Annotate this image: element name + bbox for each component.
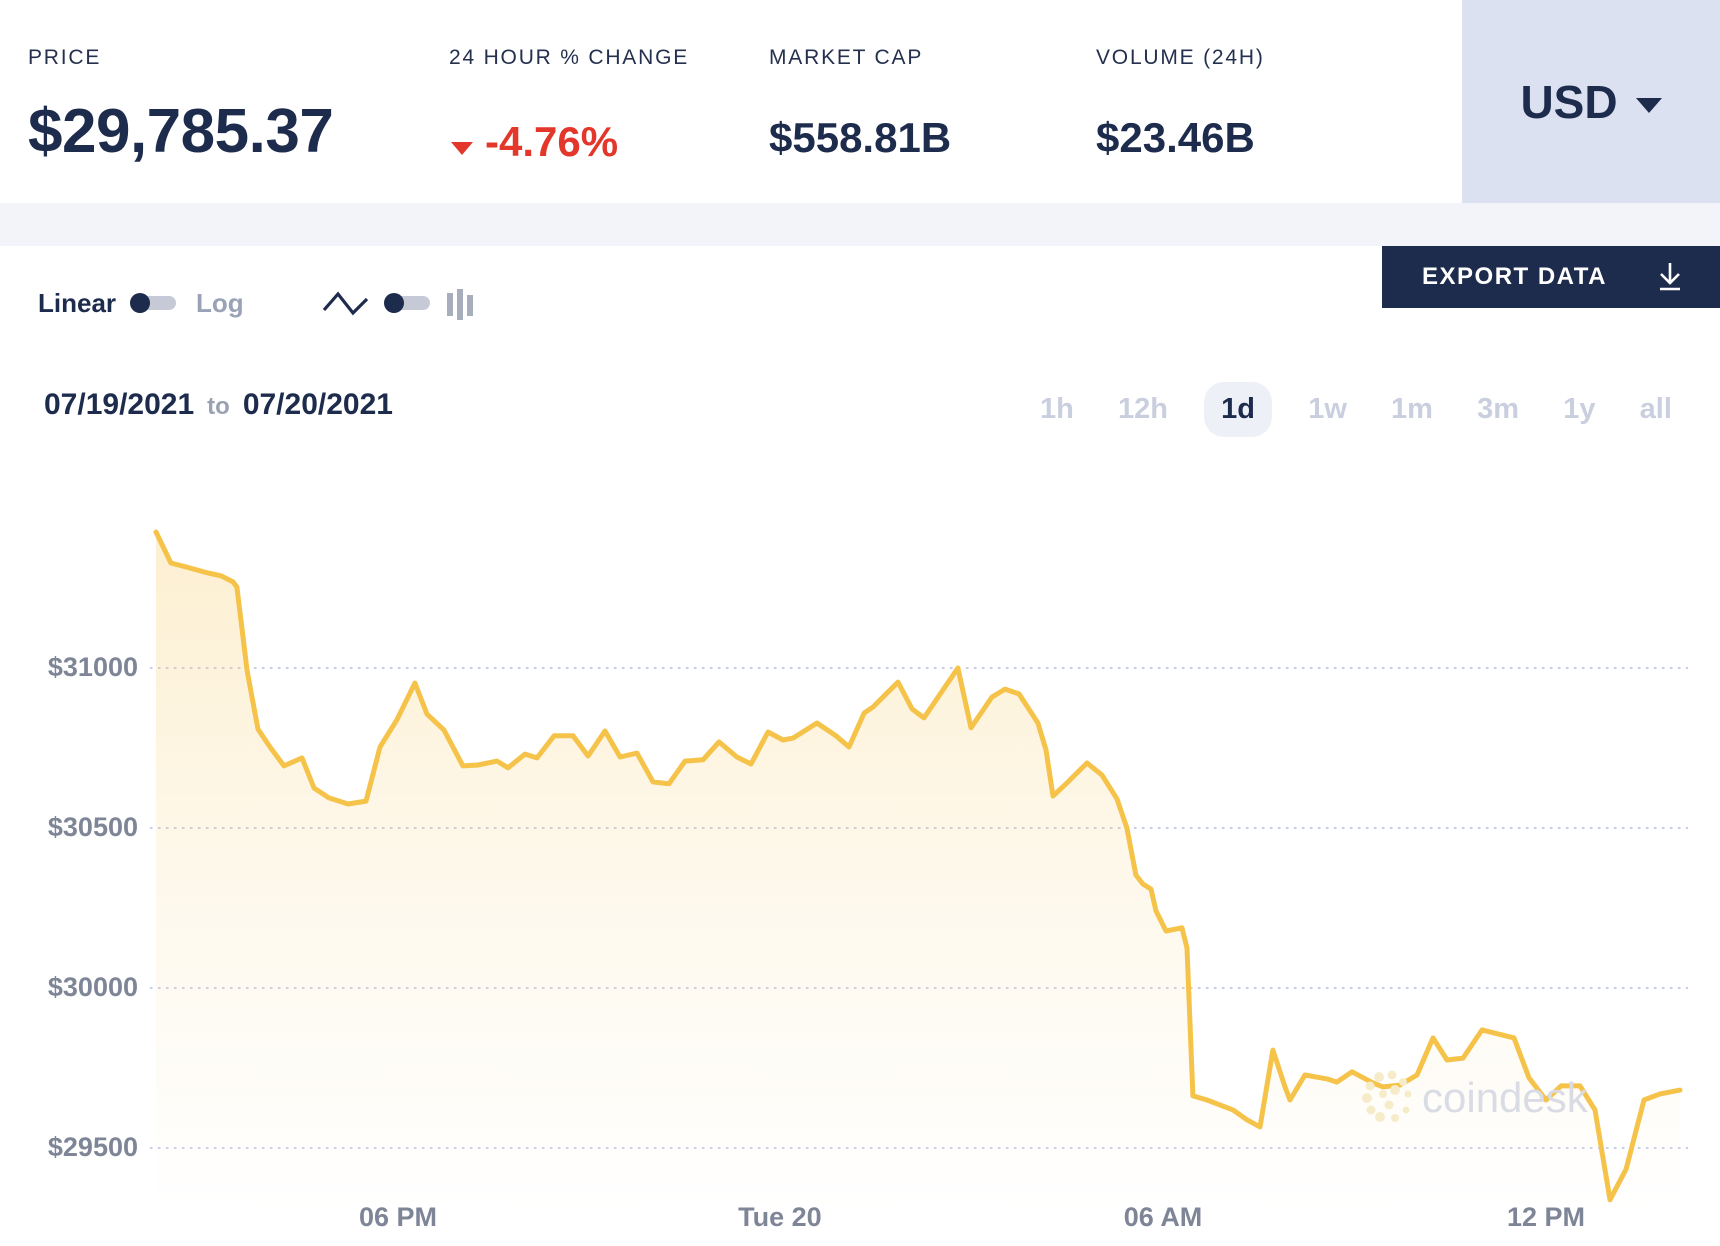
price-line <box>153 529 1683 1203</box>
price-chart-canvas[interactable] <box>0 420 1720 1246</box>
price-label: PRICE <box>28 46 102 69</box>
tab-1w[interactable]: 1w <box>1308 392 1347 425</box>
y-axis-label: $31000 <box>47 652 138 682</box>
price-area-fill <box>156 532 1680 1246</box>
coindesk-logo-icon <box>1362 1070 1412 1122</box>
coindesk-watermark: coindesk <box>1362 1070 1588 1126</box>
x-axis-label: Tue 20 <box>738 1202 822 1232</box>
x-axis-label: 06 AM <box>1123 1202 1203 1232</box>
coindesk-watermark-text: coindesk <box>1422 1074 1588 1121</box>
download-icon <box>1660 263 1680 291</box>
market-cap-value: $558.81B <box>769 114 952 161</box>
line-chart-icon <box>322 291 368 316</box>
tab-all[interactable]: all <box>1639 392 1672 425</box>
down-triangle-icon <box>451 141 473 155</box>
toggle-knob <box>383 293 404 313</box>
log-scale-label: Log <box>196 287 244 318</box>
price-value: $29,785.37 <box>28 97 334 166</box>
tab-1d[interactable]: 1d <box>1204 381 1273 437</box>
date-range-start: 07/19/2021 <box>44 388 195 421</box>
currency-dropdown[interactable]: USD <box>1462 0 1720 203</box>
date-range-picker[interactable]: 07/19/2021 to 07/20/2021 <box>44 388 393 422</box>
tab-3m[interactable]: 3m <box>1477 392 1520 425</box>
change-stat: 24 HOUR % CHANGE -4.76% <box>449 46 689 166</box>
market-cap-label: MARKET CAP <box>769 46 924 69</box>
export-data-button[interactable]: EXPORT DATA <box>1382 246 1720 308</box>
tab-1m[interactable]: 1m <box>1391 392 1433 425</box>
bar-chart-icon <box>446 289 473 320</box>
change-value-row: -4.76% <box>449 118 689 166</box>
chevron-down-icon <box>1635 98 1662 113</box>
tab-1h[interactable]: 1h <box>1040 392 1074 425</box>
header-divider-strip <box>0 203 1720 246</box>
price-stat: PRICE $29,785.37 <box>28 46 334 167</box>
date-range-separator: to <box>207 393 230 420</box>
change-label: 24 HOUR % CHANGE <box>449 46 690 69</box>
y-axis-label: $30500 <box>47 812 138 842</box>
linear-scale-label: Linear <box>38 287 117 318</box>
time-range-tabs: 1h 12h 1d 1w 1m 3m 1y all <box>1032 378 1680 440</box>
x-axis-label: 06 PM <box>358 1202 438 1232</box>
export-data-label: EXPORT DATA <box>1422 263 1607 290</box>
chart-type-toggle[interactable] <box>383 293 430 313</box>
scale-toggle[interactable] <box>130 293 177 313</box>
x-axis-label: 12 PM <box>1507 1202 1586 1232</box>
volume-label: VOLUME (24H) <box>1096 46 1265 69</box>
chart-toolbar: Linear Log <box>38 283 476 323</box>
stats-header: PRICE $29,785.37 24 HOUR % CHANGE -4.76%… <box>0 0 1720 203</box>
y-axis-label: $29500 <box>47 1132 138 1162</box>
tab-12h[interactable]: 12h <box>1118 392 1168 425</box>
toggle-knob <box>130 293 151 313</box>
date-range-end: 07/20/2021 <box>242 388 393 421</box>
volume-value: $23.46B <box>1096 114 1255 161</box>
currency-value: USD <box>1520 75 1618 128</box>
market-cap-stat: MARKET CAP $558.81B <box>769 46 951 162</box>
y-axis-label: $30000 <box>47 972 138 1002</box>
tab-1y[interactable]: 1y <box>1563 392 1596 425</box>
change-value: -4.76% <box>485 118 619 165</box>
volume-stat: VOLUME (24H) $23.46B <box>1096 46 1265 162</box>
